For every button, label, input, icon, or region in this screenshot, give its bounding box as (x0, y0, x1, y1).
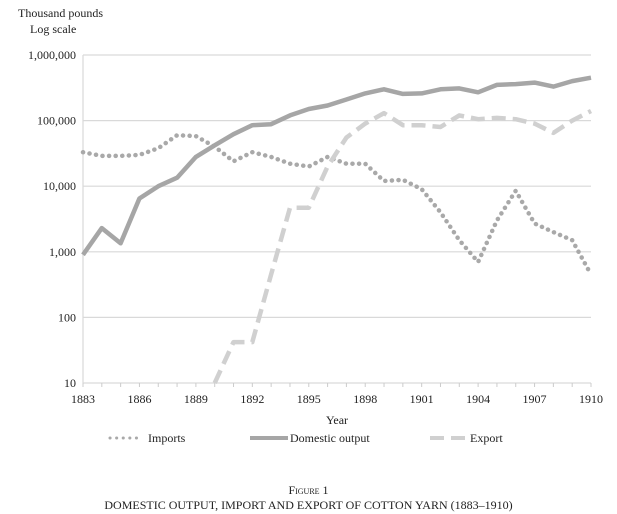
x-tick-label: 1907 (523, 392, 547, 406)
x-tick-label: 1889 (184, 392, 208, 406)
legend-label: Export (470, 431, 503, 445)
y-axis-label: Thousand pounds (18, 6, 103, 20)
y-tick-label: 100 (58, 310, 76, 324)
series-export (212, 108, 593, 384)
series-domestic-output (81, 75, 592, 257)
x-tick-label: 1904 (466, 392, 490, 406)
legend-label: Imports (148, 431, 186, 445)
x-tick-label: 1895 (297, 392, 321, 406)
chart: 10 100 1,000 10,000 100,000 1,000,000 1883 1886… (28, 48, 603, 445)
figure-label: Figure 1 (288, 483, 329, 497)
x-tick-label: 1886 (127, 392, 151, 406)
y-tick-label: 100,000 (37, 114, 76, 128)
y-tick-label: 1,000,000 (28, 48, 76, 62)
y-axis-scale-note: Log scale (30, 22, 77, 36)
y-tick-label: 1,000 (49, 245, 76, 259)
x-tick-label: 1910 (579, 392, 603, 406)
legend-label: Domestic output (290, 431, 370, 445)
y-tick-label: 10,000 (43, 179, 76, 193)
x-tick-label: 1883 (71, 392, 95, 406)
x-tick-label: 1901 (410, 392, 434, 406)
x-tick-label: 1892 (240, 392, 264, 406)
x-axis-label: Year (326, 413, 348, 427)
x-tick-label: 1898 (353, 392, 377, 406)
y-tick-label: 10 (64, 376, 76, 390)
figure-title: DOMESTIC OUTPUT, IMPORT AND EXPORT OF CO… (104, 498, 513, 512)
